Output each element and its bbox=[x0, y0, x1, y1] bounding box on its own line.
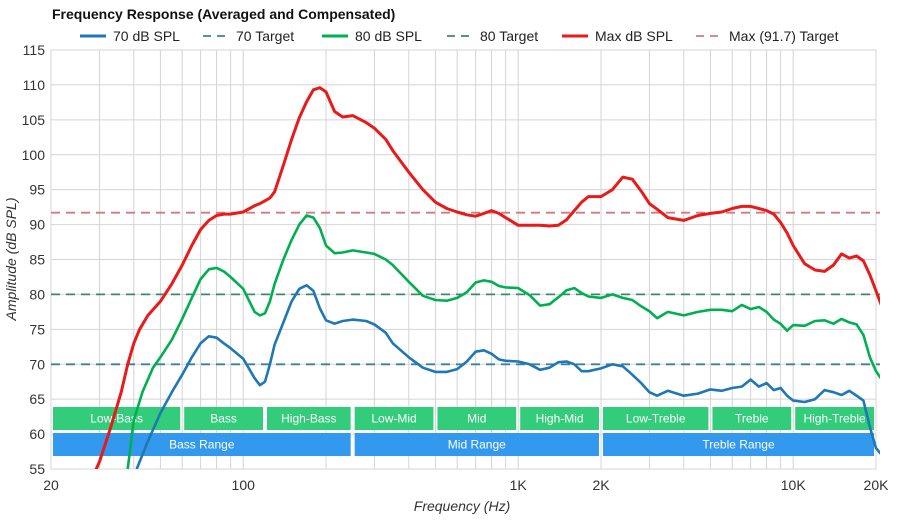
x-tick-label: 100 bbox=[232, 477, 256, 493]
top-band-label: Low-Mid bbox=[371, 412, 416, 426]
top-band-label: Mid bbox=[467, 412, 486, 426]
bottom-band-label: Bass Range bbox=[169, 438, 235, 452]
bottom-band-label: Mid Range bbox=[448, 438, 506, 452]
bottom-band-bass-range bbox=[53, 433, 351, 456]
frequency-bands: Low-Bass Bass High-Bass Low-Mid Mid High-Mid L… bbox=[53, 407, 874, 456]
top-band-label: Low-Treble bbox=[626, 412, 686, 426]
y-tick-label: 55 bbox=[29, 461, 45, 477]
y-axis-label: Amplitude (dB SPL) bbox=[3, 198, 19, 322]
x-tick-label: 20K bbox=[864, 477, 890, 493]
legend-label: Max dB SPL bbox=[595, 28, 673, 44]
y-tick-label: 70 bbox=[29, 356, 45, 372]
top-band-treble bbox=[712, 407, 792, 430]
top-band-label: High-Bass bbox=[281, 412, 336, 426]
bottom-band-mid-range bbox=[354, 433, 599, 456]
top-band-low-bass bbox=[53, 407, 181, 430]
y-tick-label: 110 bbox=[23, 77, 46, 93]
top-band-label: Treble bbox=[735, 412, 769, 426]
x-tick-label: 10K bbox=[781, 477, 807, 493]
x-tick-label: 1K bbox=[510, 477, 528, 493]
y-tick-label: 75 bbox=[29, 321, 45, 337]
top-band-high-mid bbox=[520, 407, 599, 430]
top-band-bass bbox=[184, 407, 263, 430]
top-band-label: High-Treble bbox=[803, 412, 866, 426]
plot-area bbox=[51, 86, 880, 469]
top-band-label: Bass bbox=[210, 412, 237, 426]
y-tick-label: 105 bbox=[22, 112, 46, 128]
legend-label: 70 Target bbox=[236, 28, 294, 44]
legend-label: 80 dB SPL bbox=[355, 28, 422, 44]
top-band-high-treble bbox=[795, 407, 874, 430]
top-band-low-mid bbox=[354, 407, 434, 430]
x-tick-label: 20 bbox=[43, 477, 59, 493]
legend-label: Max (91.7) Target bbox=[729, 28, 839, 44]
top-band-low-treble bbox=[603, 407, 709, 430]
bottom-band-label: Treble Range bbox=[702, 438, 775, 452]
top-band-label: High-Mid bbox=[536, 412, 584, 426]
grid bbox=[50, 49, 877, 470]
legend-label: 70 dB SPL bbox=[113, 28, 180, 44]
bottom-band-treble-range bbox=[603, 433, 874, 456]
series-line-max-db-spl bbox=[94, 86, 880, 469]
legend-label: 80 Target bbox=[480, 28, 538, 44]
top-band-label: Low-Bass bbox=[90, 412, 143, 426]
y-tick-label: 80 bbox=[29, 286, 45, 302]
y-tick-label: 95 bbox=[29, 182, 45, 198]
y-tick-label: 100 bbox=[22, 147, 46, 163]
top-band-mid bbox=[437, 407, 517, 430]
chart-title: Frequency Response (Averaged and Compens… bbox=[52, 6, 395, 22]
top-band-high-bass bbox=[266, 407, 351, 430]
y-tick-label: 60 bbox=[29, 426, 45, 442]
y-tick-label: 65 bbox=[29, 391, 45, 407]
y-tick-label: 85 bbox=[29, 252, 45, 268]
y-tick-label: 115 bbox=[23, 42, 46, 58]
y-tick-label: 90 bbox=[29, 217, 45, 233]
legend: 70 dB SPL 70 Target 80 dB SPL 80 Target Max … bbox=[80, 28, 839, 44]
axis-ticks: 55 60 65 70 75 80 85 90 95 100 105 110 115 20 100 1K 2K 1… bbox=[22, 42, 889, 493]
series-line-70-db-spl bbox=[135, 284, 880, 469]
x-tick-label: 2K bbox=[592, 477, 610, 493]
series-line-80-db-spl bbox=[126, 214, 880, 469]
x-axis-label: Frequency (Hz) bbox=[414, 498, 510, 514]
